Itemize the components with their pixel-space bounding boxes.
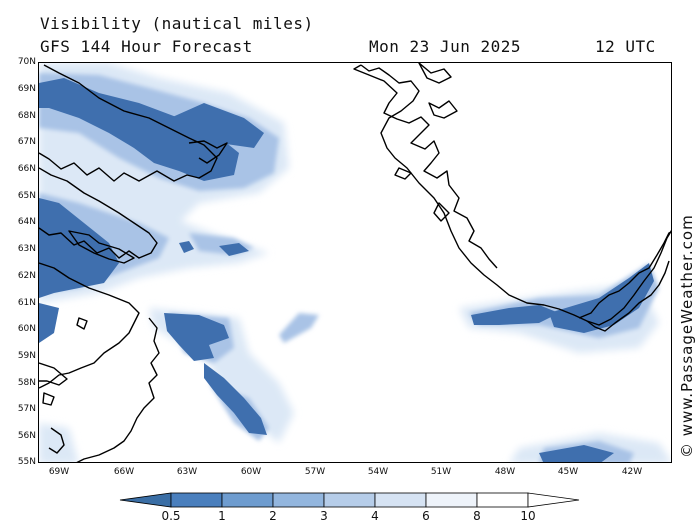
forecast-date: Mon 23 Jun 2025 — [369, 37, 521, 56]
map-canvas — [39, 63, 671, 462]
colorbar-label-6: 6 — [422, 509, 430, 523]
lat-label-55n: 55N — [17, 457, 36, 467]
colorbar-label-1: 1 — [218, 509, 226, 523]
lon-label-66w: 66W — [113, 467, 135, 477]
colorbar-cell — [170, 492, 223, 508]
colorbar-cell — [221, 492, 274, 508]
lon-label-48w: 48W — [494, 467, 516, 477]
lat-label-68n: 68N — [17, 111, 36, 121]
colorbar-label-0-5: 0.5 — [161, 509, 181, 523]
lat-label-64n: 64N — [17, 217, 36, 227]
lat-label-62n: 62N — [17, 271, 36, 281]
lat-label-70n: 70N — [17, 57, 36, 67]
visibility-map — [38, 62, 672, 463]
lon-label-63w: 63W — [176, 467, 198, 477]
lon-label-51w: 51W — [430, 467, 452, 477]
colorbar-cell — [272, 492, 325, 508]
forecast-time: 12 UTC — [595, 37, 656, 56]
lat-label-59n: 59N — [17, 351, 36, 361]
lat-label-63n: 63N — [17, 244, 36, 254]
lat-label-61n: 61N — [17, 298, 36, 308]
colorbar-cell-above-max — [527, 492, 580, 508]
lon-label-54w: 54W — [367, 467, 389, 477]
colorbar-label-4: 4 — [371, 509, 379, 523]
lon-label-69w: 69W — [48, 467, 70, 477]
lat-label-66n: 66N — [17, 164, 36, 174]
colorbar-label-2: 2 — [269, 509, 277, 523]
coastlines — [39, 63, 671, 462]
colorbar-cell — [425, 492, 478, 508]
lon-label-57w: 57W — [304, 467, 326, 477]
lat-label-67n: 67N — [17, 137, 36, 147]
lat-label-69n: 69N — [17, 84, 36, 94]
colorbar-cell — [374, 492, 427, 508]
colorbar-cell — [323, 492, 376, 508]
lat-label-56n: 56N — [17, 431, 36, 441]
lat-label-60n: 60N — [17, 324, 36, 334]
colorbar-label-3: 3 — [320, 509, 328, 523]
lat-label-58n: 58N — [17, 378, 36, 388]
visibility-colorbar — [119, 492, 580, 508]
colorbar-label-8: 8 — [473, 509, 481, 523]
site-credit: © www.PassageWeather.com — [678, 214, 696, 458]
colorbar-label-10: 10 — [520, 509, 536, 523]
forecast-label: GFS 144 Hour Forecast — [40, 37, 253, 56]
lon-label-45w: 45W — [557, 467, 579, 477]
lat-label-65n: 65N — [17, 191, 36, 201]
lon-label-60w: 60W — [240, 467, 262, 477]
lon-label-42w: 42W — [621, 467, 643, 477]
colorbar-cell-below-min — [119, 492, 172, 508]
map-title: Visibility (nautical miles) — [40, 14, 314, 33]
colorbar-cell — [476, 492, 529, 508]
lat-label-57n: 57N — [17, 404, 36, 414]
